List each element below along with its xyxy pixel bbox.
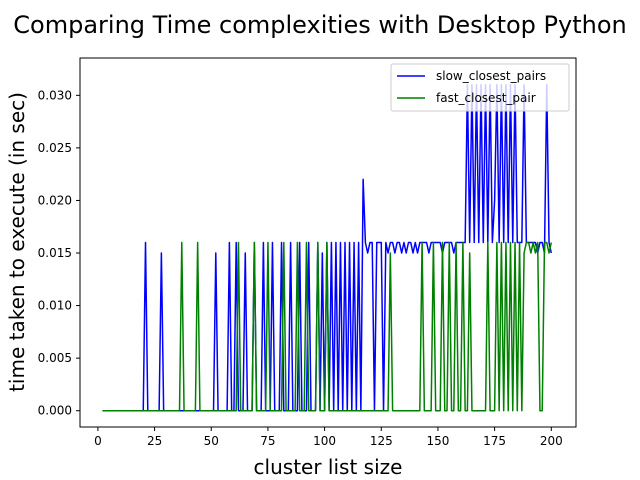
y-axis-label: time taken to execute (in sec) — [5, 92, 29, 392]
y-tick-label: 0.015 — [38, 246, 72, 260]
y-axis: 0.000 0.005 0.010 0.015 0.020 0.025 0.030 — [38, 88, 80, 418]
y-tick-label: 0.020 — [38, 193, 72, 207]
x-tick-label: 0 — [94, 434, 102, 448]
y-tick-label: 0.005 — [38, 351, 72, 365]
chart-title: Comparing Time complexities with Desktop… — [13, 11, 626, 39]
x-tick-label: 25 — [147, 434, 162, 448]
legend: slow_closest_pairs fast_closest_pair — [390, 63, 570, 112]
y-tick-label: 0.010 — [38, 299, 72, 313]
x-tick-label: 75 — [260, 434, 275, 448]
y-tick-label: 0.000 — [38, 404, 72, 418]
x-tick-label: 125 — [370, 434, 393, 448]
y-tick-label: 0.025 — [38, 141, 72, 155]
legend-box — [390, 63, 570, 112]
y-tick-label: 0.030 — [38, 88, 72, 102]
plot-frame — [79, 57, 577, 428]
x-tick-label: 200 — [540, 434, 563, 448]
legend-label-fast-closest-pair: fast_closest_pair — [436, 91, 536, 105]
x-tick-label: 50 — [204, 434, 219, 448]
legend-label-slow-closest-pairs: slow_closest_pairs — [436, 69, 546, 83]
x-axis: 0 25 50 75 100 125 150 175 200 — [94, 427, 563, 448]
x-axis-label: cluster list size — [254, 455, 403, 479]
x-tick-label: 175 — [483, 434, 506, 448]
series-line-fast-closest-pair — [102, 241, 553, 412]
x-tick-label: 100 — [313, 434, 336, 448]
x-tick-label: 150 — [426, 434, 449, 448]
